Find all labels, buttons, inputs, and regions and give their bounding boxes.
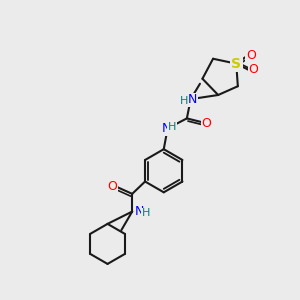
Text: O: O — [246, 49, 256, 62]
Text: H: H — [180, 96, 189, 106]
Text: H: H — [142, 208, 150, 218]
Text: N: N — [135, 205, 145, 218]
Text: O: O — [201, 117, 211, 130]
Text: N: N — [188, 93, 197, 106]
Text: O: O — [107, 180, 117, 193]
Text: O: O — [248, 63, 258, 76]
Text: N: N — [161, 122, 171, 135]
Text: S: S — [231, 57, 241, 71]
Text: H: H — [168, 122, 176, 132]
